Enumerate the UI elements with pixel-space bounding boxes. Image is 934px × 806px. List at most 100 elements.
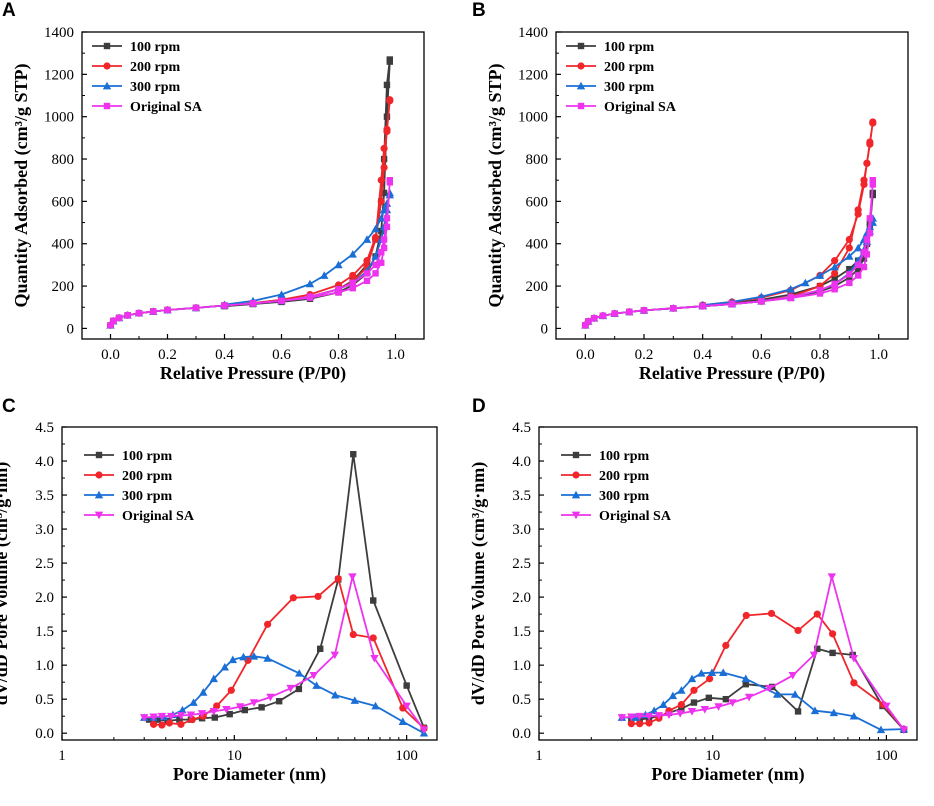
- data-point: [854, 210, 862, 218]
- data-point: [659, 700, 668, 708]
- data-point: [866, 215, 874, 222]
- y-tick-label: 200: [52, 279, 75, 295]
- data-point: [378, 248, 385, 256]
- legend-marker: [103, 42, 111, 50]
- data-point: [222, 706, 231, 714]
- data-point: [213, 702, 221, 710]
- x-tick-label: 1: [58, 748, 66, 764]
- data-point: [741, 674, 750, 683]
- data-point: [690, 686, 698, 694]
- data-point: [846, 271, 853, 278]
- data-point: [626, 308, 633, 316]
- data-point: [866, 138, 874, 146]
- data-point: [124, 312, 131, 319]
- data-point: [164, 306, 171, 314]
- data-point: [845, 252, 854, 260]
- data-point: [178, 705, 187, 714]
- y-tick-label: 3.0: [512, 522, 531, 538]
- y-tick-label: 1200: [518, 67, 548, 83]
- panel-c: C 1 10 100 0.0 0.5 1.0 1.5 2.0 2.5 3.0 3.5 4.0 4.5 Por…: [0, 396, 438, 785]
- series-300-rpm: [106, 188, 394, 329]
- data-point: [379, 205, 389, 214]
- data-point: [362, 235, 372, 243]
- data-point: [677, 701, 685, 709]
- data-point: [228, 655, 238, 664]
- data-point: [380, 244, 388, 252]
- data-point: [831, 275, 838, 282]
- data-point: [371, 252, 380, 260]
- legend-marker: [572, 471, 580, 479]
- x-tick-label: 100: [395, 748, 418, 764]
- data-point: [714, 703, 723, 711]
- y-tick-label: 1400: [44, 25, 74, 41]
- data-point: [402, 702, 411, 711]
- data-point: [728, 300, 736, 308]
- data-point: [677, 686, 686, 694]
- data-point: [705, 694, 713, 702]
- data-point: [830, 262, 839, 271]
- data-point: [380, 189, 388, 197]
- legend-marker: [577, 102, 585, 110]
- panel-letter-b: B: [472, 0, 486, 21]
- series-line: [109, 98, 391, 326]
- series-original-sa: [617, 573, 909, 734]
- data-point: [220, 662, 229, 671]
- data-point: [370, 597, 377, 604]
- data-point: [627, 720, 635, 728]
- data-point: [158, 721, 166, 729]
- y-tick-label: 200: [526, 279, 549, 295]
- data-point: [860, 180, 868, 189]
- data-point: [722, 641, 730, 650]
- data-point: [668, 691, 678, 700]
- data-point: [627, 713, 636, 722]
- panel-d: D 1 10 100 0.0 0.5 1.0 1.5 2.0 2.5 3.0 3.5 4.0 4.5 Por…: [468, 396, 918, 785]
- data-point: [189, 698, 198, 706]
- data-point: [767, 609, 776, 618]
- data-point: [876, 725, 886, 734]
- data-point: [383, 113, 391, 120]
- data-point: [846, 279, 853, 287]
- series-200-rpm: [106, 96, 394, 329]
- data-point: [814, 645, 821, 653]
- data-point: [636, 720, 644, 728]
- data-point: [371, 233, 380, 241]
- legend-label: 200 rpm: [122, 469, 173, 484]
- y-tick-label: 0: [541, 321, 549, 337]
- legend-marker: [94, 490, 104, 499]
- data-point: [349, 284, 356, 292]
- x-axis-title: Relative Pressure (P/P0): [160, 363, 346, 384]
- data-point: [197, 710, 207, 718]
- x-axis-title: Pore Diameter (nm): [651, 764, 804, 785]
- y-tick-label: 1200: [44, 67, 74, 83]
- data-point: [149, 713, 158, 722]
- data-point: [706, 675, 714, 683]
- data-point: [249, 300, 257, 307]
- data-point: [348, 250, 357, 258]
- data-point: [654, 712, 664, 720]
- y-tick-label: 1.0: [512, 658, 531, 674]
- data-point: [378, 259, 385, 266]
- data-point: [186, 711, 196, 720]
- data-point: [742, 611, 750, 620]
- x-tick-label: 0.8: [329, 347, 348, 363]
- data-point: [314, 592, 322, 601]
- data-point: [869, 177, 876, 184]
- data-point: [334, 260, 343, 269]
- data-point: [869, 181, 876, 188]
- y-tick-label: 400: [52, 237, 75, 253]
- data-point: [249, 699, 259, 707]
- data-point: [350, 696, 359, 704]
- data-point: [815, 271, 825, 279]
- y-tick-label: 600: [526, 194, 549, 210]
- plot-frame: [81, 31, 425, 340]
- data-point: [188, 715, 196, 724]
- series-original-sa: [107, 177, 393, 329]
- data-point: [869, 119, 877, 127]
- data-point: [845, 244, 853, 252]
- series-200-rpm: [149, 575, 428, 733]
- data-point: [330, 651, 340, 660]
- data-point: [611, 310, 618, 317]
- data-point: [145, 716, 153, 723]
- data-point: [765, 684, 774, 693]
- data-point: [249, 652, 259, 660]
